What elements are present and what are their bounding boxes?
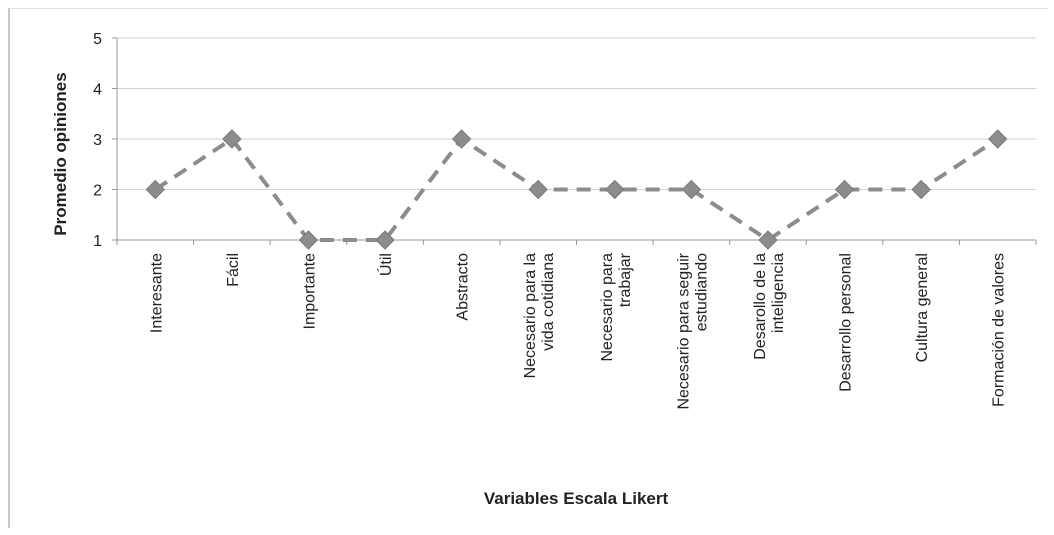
series-layer	[145, 129, 1008, 250]
x-tick-label: trabajar	[617, 252, 634, 307]
data-point-marker	[911, 179, 931, 200]
x-axis-title: Variables Escala Likert	[484, 489, 669, 508]
y-tick-label: 1	[93, 233, 102, 250]
x-tick-label: Formación de valores	[991, 253, 1008, 407]
y-tick-label: 2	[93, 183, 102, 200]
data-point-marker	[988, 129, 1008, 149]
y-axis-title: Promedio opiniones	[51, 72, 70, 235]
data-point-marker	[681, 179, 702, 200]
x-tick-label: Cultura general	[914, 253, 931, 362]
chart-frame	[8, 8, 1048, 528]
x-tick-label: inteligencia	[770, 253, 787, 333]
x-tick-label: estudiando	[693, 253, 710, 331]
y-tick-label: 3	[93, 132, 102, 149]
x-tick-label: Necesario para seguir	[675, 252, 692, 409]
x-tick-label: Desarrollo personal	[838, 253, 855, 392]
series-line	[154, 137, 999, 242]
data-point-marker	[758, 230, 778, 250]
x-tick-label: Fácil	[225, 253, 242, 287]
data-point-marker	[222, 129, 242, 149]
gridlines	[117, 37, 1036, 190]
x-tick-label: Interesante	[148, 253, 165, 333]
y-tick-label: 4	[93, 82, 102, 99]
x-tick-label: Necesario para la	[522, 253, 539, 379]
x-tick-labels: Interesante Fácil Importante Útil Abstracto N…	[148, 252, 1007, 409]
x-tick-label: Necesario para	[599, 253, 616, 362]
x-tick-label: Abstracto	[455, 253, 472, 321]
data-point-marker	[834, 179, 855, 200]
data-point-marker	[605, 179, 625, 200]
y-tick-labels: 1 2 3 4 5	[93, 31, 102, 250]
data-point-marker	[528, 179, 548, 200]
x-tick-label: Importante	[301, 253, 318, 330]
data-point-marker	[298, 230, 319, 250]
y-tick-label: 5	[93, 31, 102, 48]
data-point-marker	[375, 230, 395, 250]
x-tick-label: vida cotidiana	[540, 253, 557, 351]
data-point-marker	[145, 179, 165, 200]
x-tick-label: Desarollo de la	[752, 253, 769, 360]
axes	[112, 37, 1037, 245]
x-tick-label: Útil	[376, 253, 395, 276]
data-point-marker	[451, 129, 472, 149]
